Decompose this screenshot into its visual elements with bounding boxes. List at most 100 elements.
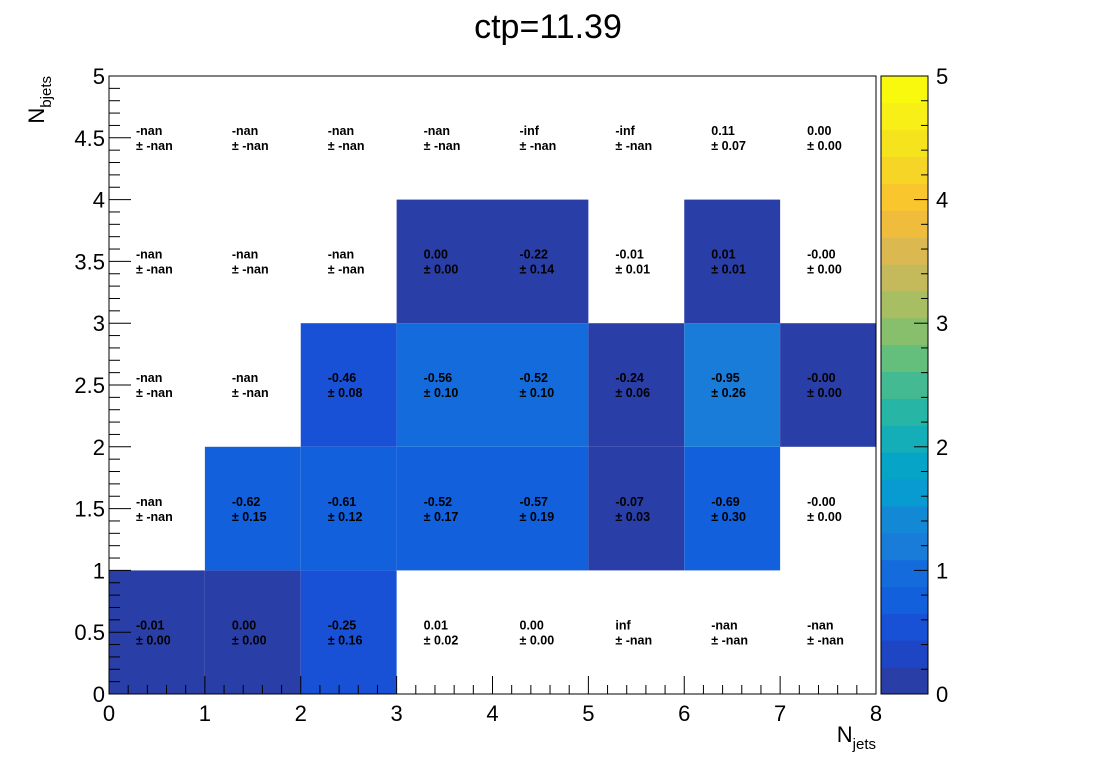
x-tick-label: 3	[391, 701, 403, 726]
color-scale-segment	[881, 667, 928, 695]
cell-error-label: ± -nan	[136, 139, 173, 153]
cell-error-label: ± 0.17	[424, 510, 459, 524]
chart-title: ctp=11.39	[474, 8, 622, 46]
z-tick-label: 5	[936, 64, 948, 89]
heatmap-cell-3-2	[396, 323, 493, 447]
heatmap-cell-6-2	[684, 323, 781, 447]
cell-value-label: -0.00	[807, 248, 836, 262]
color-scale-segment	[881, 76, 928, 104]
cell-value-label: -0.25	[328, 618, 357, 632]
x-tick-label: 7	[774, 701, 786, 726]
color-scale-segment	[881, 129, 928, 158]
y-tick-label: 0.5	[74, 620, 105, 645]
y-axis-label-main: N	[24, 108, 49, 124]
cell-error-label: ± 0.02	[424, 633, 459, 647]
cell-value-label: -nan	[424, 124, 450, 138]
cell-value-label: -0.61	[328, 495, 357, 509]
color-scale-segment	[881, 532, 928, 561]
cell-value-label: 0.01	[424, 618, 448, 632]
cell-value-label: -nan	[328, 124, 354, 138]
heatmap-cell-4-3	[492, 199, 589, 324]
y-tick-label: 4.5	[74, 126, 105, 151]
y-axis-label: Nbjets	[24, 76, 55, 124]
cell-value-label: -0.01	[615, 248, 644, 262]
cell-error-label: ± -nan	[328, 263, 365, 277]
cell-error-label: ± 0.00	[424, 263, 459, 277]
color-scale-segment	[881, 156, 928, 184]
cell-labels: -0.01± 0.000.00± 0.00-0.25± 0.160.01± 0.…	[136, 124, 844, 647]
cell-error-label: ± 0.00	[520, 633, 555, 647]
cell-value-label: -inf	[615, 124, 635, 138]
cell-value-label: 0.00	[520, 618, 544, 632]
heatmap-cell-4-1	[492, 446, 589, 571]
cell-error-label: ± 0.14	[520, 263, 555, 277]
y-axis-label-sub: bjets	[38, 76, 55, 108]
cell-value-label: -0.07	[615, 495, 644, 509]
cell-error-label: ± 0.15	[232, 510, 267, 524]
cell-value-label: -nan	[136, 495, 162, 509]
x-tick-label: 1	[199, 701, 211, 726]
x-tick-label: 2	[295, 701, 307, 726]
cell-error-label: ± -nan	[232, 386, 269, 400]
heatmap-cell-5-2	[588, 323, 685, 447]
cell-error-label: ± 0.10	[520, 386, 555, 400]
cell-value-label: -0.00	[807, 495, 836, 509]
cell-error-label: ± -nan	[424, 139, 461, 153]
heatmap-cell-3-1	[396, 446, 493, 571]
y-tick-label: 2	[93, 435, 105, 460]
color-scale-segment	[881, 237, 928, 265]
cell-value-label: -nan	[232, 248, 258, 262]
color-scale-frame	[880, 75, 929, 695]
color-scale-segment	[881, 505, 928, 534]
cell-value-label: 0.11	[711, 124, 735, 138]
heatmap-cell-2-0	[300, 570, 397, 694]
cell-value-label: inf	[615, 618, 631, 632]
cell-value-label: -0.95	[711, 371, 740, 385]
cell-error-label: ± 0.00	[807, 139, 842, 153]
y-tick-label: 0	[93, 682, 105, 707]
cell-value-label: -nan	[136, 248, 162, 262]
color-scale-segment	[881, 398, 928, 426]
cell-error-label: ± -nan	[520, 139, 557, 153]
cell-value-label: -0.52	[520, 371, 549, 385]
cell-error-label: ± 0.07	[711, 139, 746, 153]
cell-error-label: ± 0.26	[711, 386, 746, 400]
cell-value-label: -0.46	[328, 371, 357, 385]
cell-error-label: ± 0.16	[328, 633, 363, 647]
cell-error-label: ± -nan	[711, 633, 748, 647]
cell-value-label: 0.01	[711, 248, 735, 262]
cell-value-label: -0.01	[136, 618, 165, 632]
color-scale-segment	[881, 183, 928, 211]
color-scale-segment	[881, 452, 928, 480]
heatmap-cell-4-2	[492, 323, 589, 447]
cell-value-label: -nan	[232, 124, 258, 138]
cell-error-label: ± -nan	[807, 633, 844, 647]
cell-error-label: ± 0.01	[711, 263, 746, 277]
cell-error-label: ± 0.19	[520, 510, 555, 524]
cell-error-label: ± 0.00	[807, 386, 842, 400]
cell-value-label: -0.00	[807, 371, 836, 385]
color-scale-segment	[881, 344, 928, 373]
cell-error-label: ± -nan	[328, 139, 365, 153]
z-tick-label: 1	[936, 558, 948, 583]
color-scale-segment	[881, 317, 928, 346]
cell-error-label: ± 0.30	[711, 510, 746, 524]
heatmap-cell-2-2	[300, 323, 397, 447]
cell-value-label: -inf	[520, 124, 540, 138]
z-tick-label: 4	[936, 188, 948, 213]
cell-error-label: ± -nan	[232, 139, 269, 153]
cell-error-label: ± 0.12	[328, 510, 363, 524]
cell-value-label: -0.57	[520, 495, 549, 509]
cell-error-label: ± -nan	[136, 386, 173, 400]
cell-value-label: -0.22	[520, 248, 549, 262]
x-tick-label: 6	[678, 701, 690, 726]
color-scale-segment	[881, 290, 928, 319]
cell-value-label: -nan	[136, 124, 162, 138]
cell-error-label: ± 0.03	[615, 510, 650, 524]
heatmap-cell-1-0	[204, 570, 301, 694]
heatmap-cells	[109, 199, 876, 694]
cell-error-label: ± 0.06	[615, 386, 650, 400]
color-scale-segment	[881, 559, 928, 588]
heatmap-cell-7-2	[780, 323, 876, 447]
